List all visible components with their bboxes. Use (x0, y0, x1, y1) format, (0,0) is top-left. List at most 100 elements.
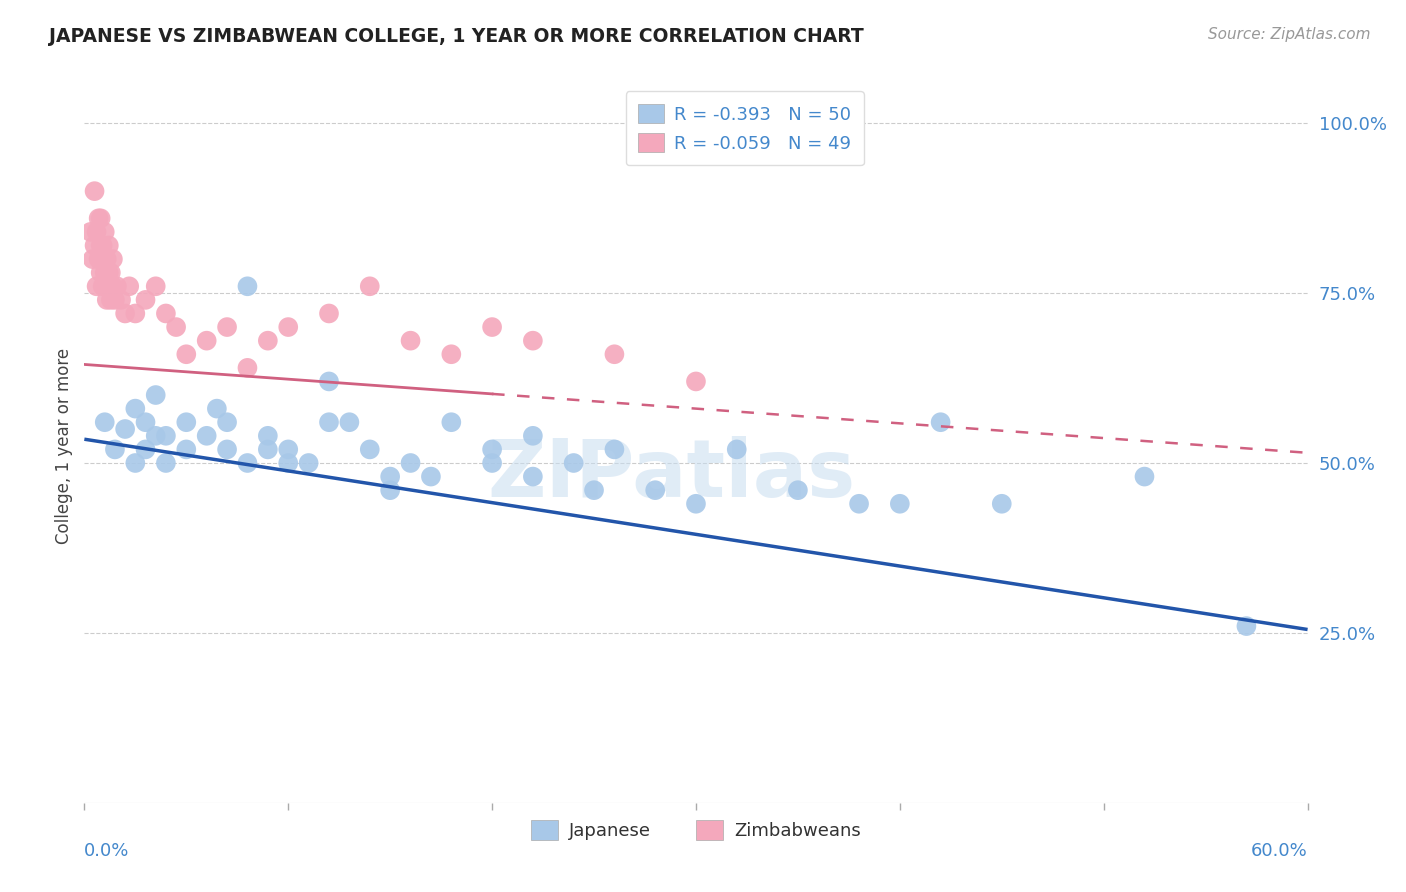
Point (124, 456, 146, 470)
Point (83, 238, 105, 252)
Point (399, 334, 422, 348)
Text: 0.0%: 0.0% (84, 842, 129, 860)
Point (1236, 619, 1258, 633)
Point (104, 293, 127, 307)
Point (522, 334, 544, 348)
Point (318, 415, 340, 429)
Point (155, 456, 177, 470)
Point (889, 497, 911, 511)
Point (79, 225, 101, 239)
Text: Source: ZipAtlas.com: Source: ZipAtlas.com (1208, 27, 1371, 42)
Point (236, 456, 259, 470)
Point (86, 279, 108, 293)
Point (318, 306, 340, 320)
Point (644, 483, 666, 498)
Point (481, 456, 503, 470)
Point (195, 429, 218, 443)
Point (93, 225, 115, 239)
Point (155, 429, 177, 443)
Point (110, 293, 132, 307)
Legend: Japanese, Zimbabweans: Japanese, Zimbabweans (524, 813, 868, 847)
Point (685, 497, 707, 511)
Point (318, 375, 340, 389)
Point (380, 469, 402, 483)
Point (97, 266, 120, 280)
Point (481, 320, 503, 334)
Point (93, 415, 115, 429)
Text: ZIPatlas: ZIPatlas (488, 435, 856, 514)
Point (929, 415, 952, 429)
Point (83, 184, 105, 198)
Point (87, 252, 110, 266)
Point (380, 483, 402, 498)
Point (91, 279, 114, 293)
Y-axis label: College, 1 year or more: College, 1 year or more (55, 348, 73, 544)
Point (100, 266, 122, 280)
Point (359, 279, 381, 293)
Point (104, 442, 127, 457)
Point (97, 238, 120, 252)
Point (217, 442, 239, 457)
Point (603, 347, 626, 361)
Point (399, 456, 422, 470)
Point (725, 442, 748, 457)
Point (277, 442, 299, 457)
Point (93, 252, 115, 266)
Point (100, 293, 122, 307)
Point (257, 442, 280, 457)
Point (583, 483, 606, 498)
Point (174, 415, 197, 429)
Point (124, 401, 146, 416)
Point (359, 442, 381, 457)
Point (90, 238, 112, 252)
Point (787, 483, 810, 498)
Point (105, 279, 128, 293)
Point (603, 442, 626, 457)
Point (145, 279, 167, 293)
Point (1133, 469, 1156, 483)
Point (277, 456, 299, 470)
Point (277, 320, 299, 334)
Point (135, 415, 157, 429)
Point (93, 266, 115, 280)
Point (522, 429, 544, 443)
Point (155, 306, 177, 320)
Point (257, 334, 280, 348)
Point (135, 442, 157, 457)
Point (86, 225, 108, 239)
Point (145, 388, 167, 402)
Point (562, 456, 585, 470)
Point (90, 211, 112, 226)
Point (165, 320, 187, 334)
Point (91, 238, 114, 252)
Point (90, 266, 112, 280)
Point (97, 279, 120, 293)
Point (145, 429, 167, 443)
Point (339, 415, 361, 429)
Point (135, 293, 157, 307)
Point (236, 360, 259, 375)
Point (236, 279, 259, 293)
Point (205, 401, 228, 416)
Point (118, 279, 141, 293)
Point (114, 306, 136, 320)
Point (114, 422, 136, 436)
Point (96, 293, 118, 307)
Point (124, 306, 146, 320)
Text: 60.0%: 60.0% (1251, 842, 1308, 860)
Text: JAPANESE VS ZIMBABWEAN COLLEGE, 1 YEAR OR MORE CORRELATION CHART: JAPANESE VS ZIMBABWEAN COLLEGE, 1 YEAR O… (49, 27, 863, 45)
Point (174, 442, 197, 457)
Point (217, 320, 239, 334)
Point (481, 442, 503, 457)
Point (440, 415, 463, 429)
Point (174, 347, 197, 361)
Point (96, 252, 118, 266)
Point (87, 211, 110, 226)
Point (101, 252, 124, 266)
Point (440, 347, 463, 361)
Point (101, 279, 124, 293)
Point (257, 429, 280, 443)
Point (420, 469, 443, 483)
Point (991, 497, 1014, 511)
Point (217, 415, 239, 429)
